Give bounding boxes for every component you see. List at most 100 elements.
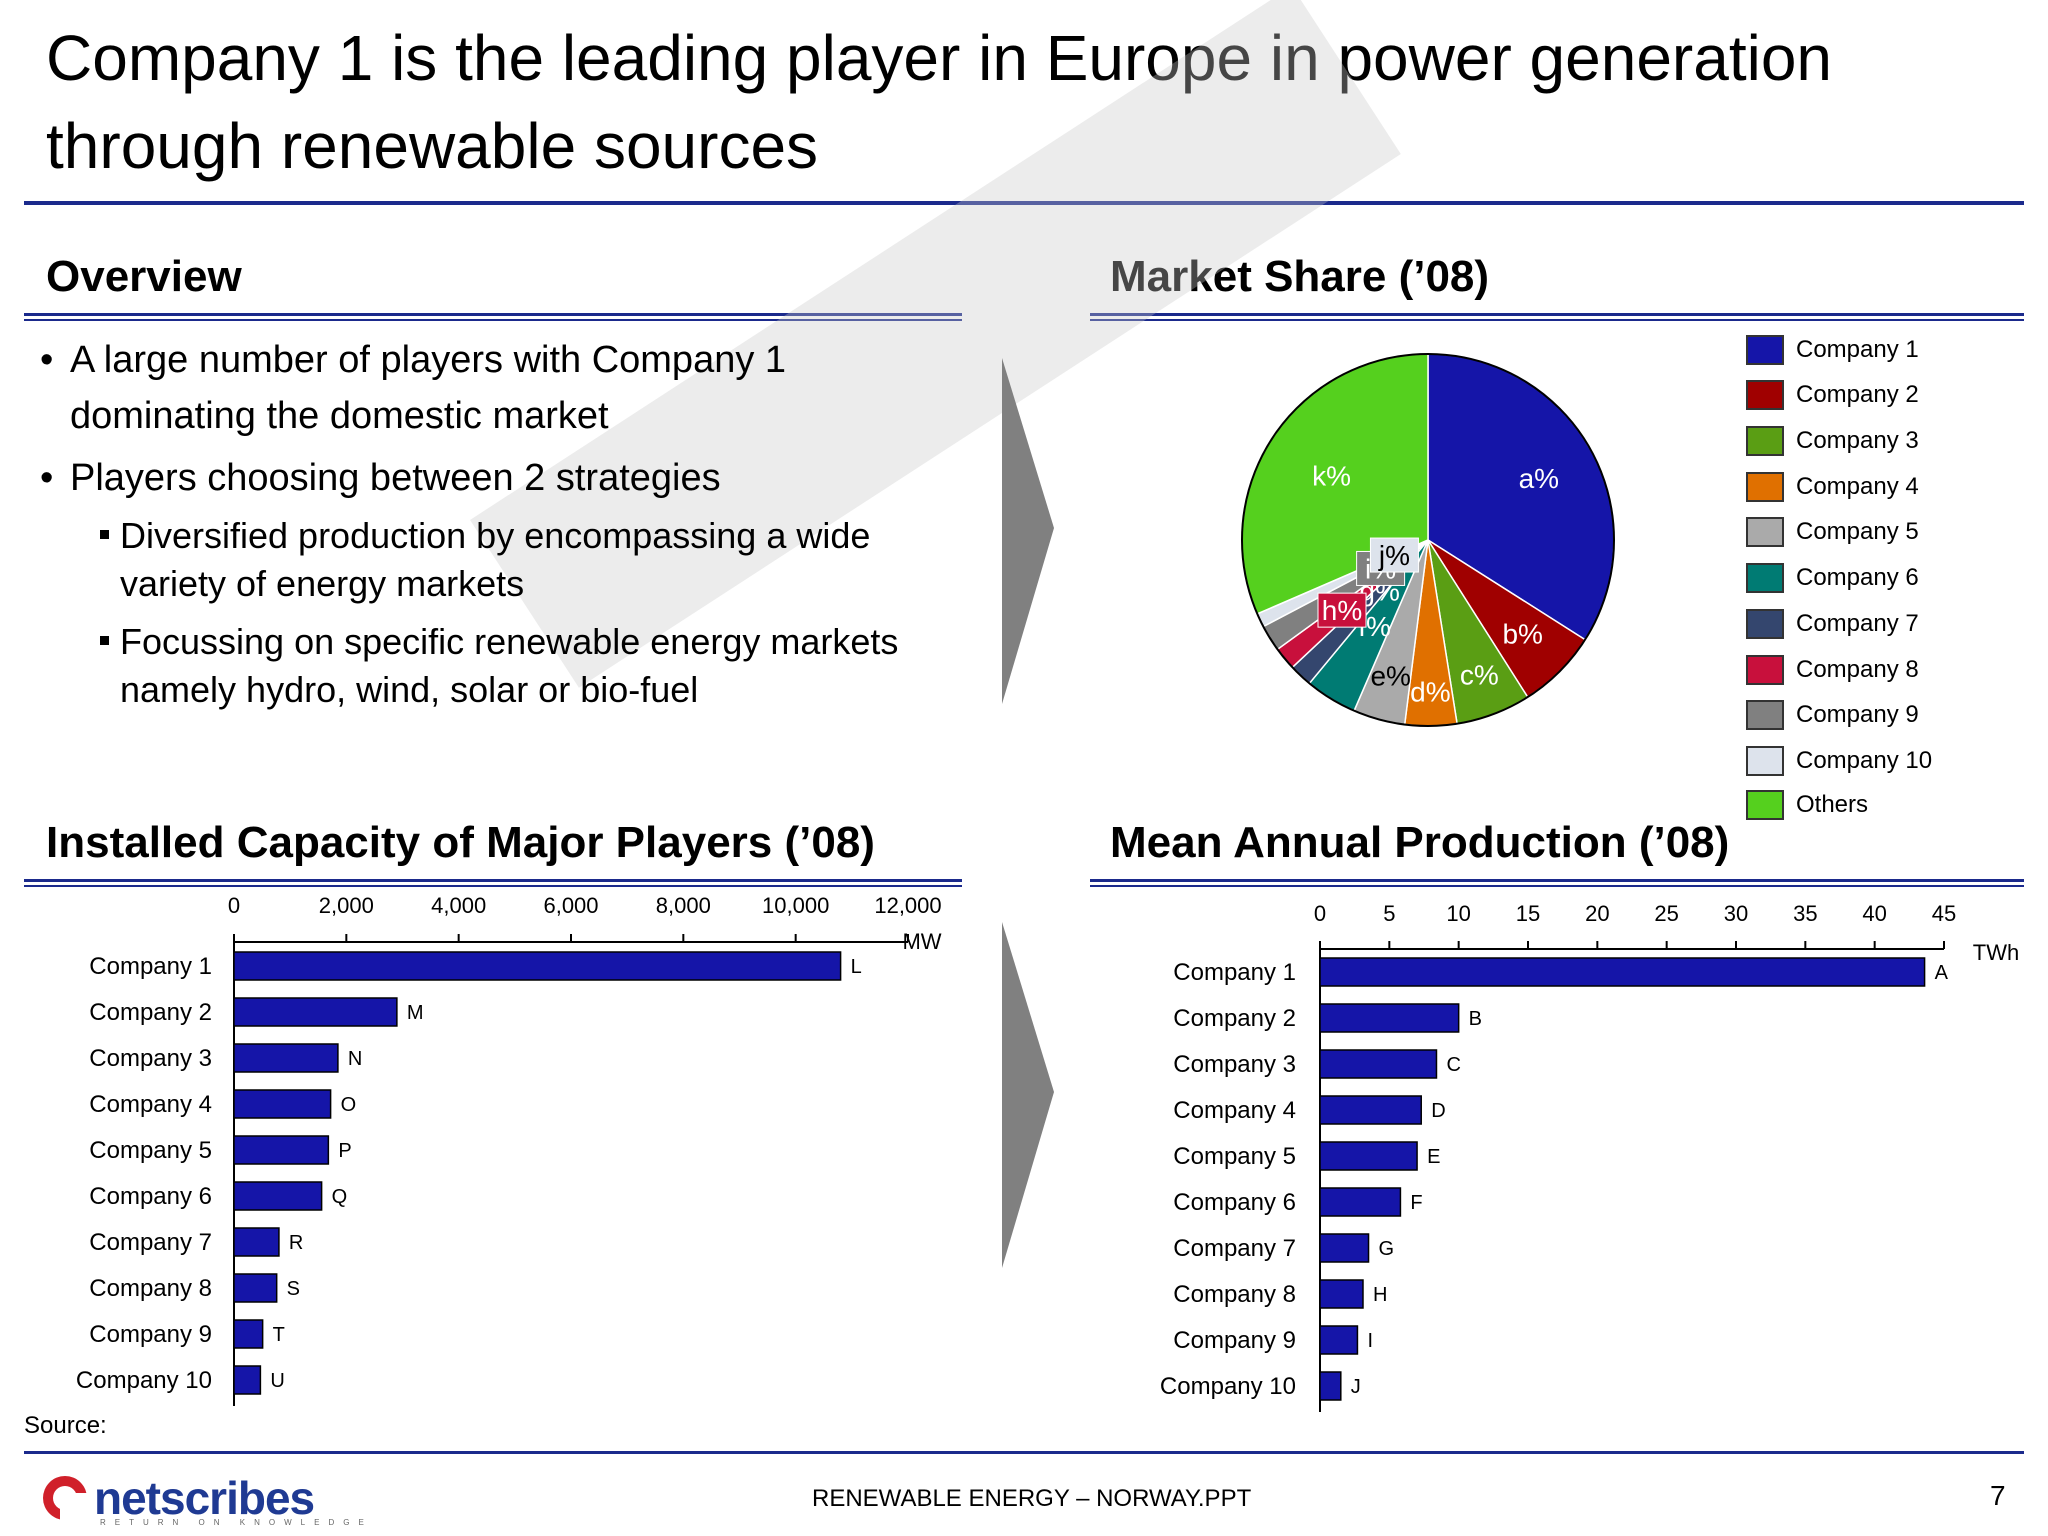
bar-data-label: G: [1379, 1238, 1395, 1260]
pie-label-box: [1369, 537, 1419, 573]
source-label: Source:: [24, 1412, 107, 1439]
legend-label: Company 8: [1796, 656, 1919, 683]
bar-data-label: L: [851, 956, 862, 978]
category-label: Company 8: [1173, 1281, 1296, 1308]
legend-swatch: [1746, 655, 1784, 685]
netscribes-logo: netscribes RETURN ON KNOWLEDGE: [40, 1470, 364, 1527]
overview-sub-bullet: Diversified production by encompassing a…: [36, 512, 956, 608]
x-tick-label: 30: [1724, 901, 1748, 926]
bar: [1319, 1187, 1402, 1217]
bar-data-label: N: [348, 1048, 362, 1070]
arrow-right-icon: [1002, 922, 1054, 1268]
category-label: Company 7: [1173, 1235, 1296, 1262]
x-tick-label: 40: [1862, 901, 1886, 926]
bar: [1319, 1325, 1359, 1355]
legend-item: Company 8: [1746, 652, 1919, 688]
category-label: Company 1: [89, 953, 212, 980]
logo-text: netscribes: [94, 1472, 315, 1524]
bar: [233, 1135, 330, 1165]
pie-slice-label: h%: [1322, 595, 1362, 626]
bar: [233, 1089, 332, 1119]
legend-item: Company 9: [1746, 697, 1919, 733]
bar-data-label: O: [341, 1094, 357, 1116]
legend-swatch: [1746, 700, 1784, 730]
legend-label: Company 6: [1796, 564, 1919, 591]
x-tick-label: 4,000: [431, 893, 486, 918]
overview-heading: Overview: [46, 252, 242, 301]
bullet-square: [100, 530, 109, 539]
legend-swatch: [1746, 746, 1784, 776]
overview-bullet-text: A large number of players with Company 1…: [70, 339, 787, 437]
overview-body: • A large number of players with Company…: [36, 332, 956, 724]
x-tick-label: 2,000: [319, 893, 374, 918]
bar-data-label: B: [1469, 1008, 1482, 1030]
bar: [1319, 1141, 1418, 1171]
legend-item: Company 5: [1746, 514, 1919, 550]
legend-swatch: [1746, 426, 1784, 456]
bar: [1319, 1095, 1422, 1125]
bar-data-label: F: [1410, 1192, 1422, 1214]
bar: [233, 997, 398, 1027]
production-bar-chart: 0 5 10 15 20 25 30 35 40 45 TWh Company 1 A Company 2…: [1160, 901, 2019, 1412]
bar: [233, 1365, 262, 1395]
legend-label: Company 9: [1796, 701, 1919, 728]
legend-item: Company 10: [1746, 743, 1932, 779]
capacity-bar-chart: 0 2,000 4,000 6,000 8,000 10,000 12,000 MW Compa…: [76, 893, 942, 1406]
bar-data-label: P: [338, 1140, 351, 1162]
bullet-dot: •: [40, 457, 54, 499]
category-label: Company 6: [89, 1183, 212, 1210]
bullet-dot: •: [40, 339, 54, 381]
bar: [1319, 1003, 1460, 1033]
x-tick-label: 20: [1585, 901, 1609, 926]
category-label: Company 10: [1160, 1373, 1296, 1400]
page-title: Company 1 is the leading player in Europ…: [46, 22, 1832, 182]
bar-data-label: M: [407, 1002, 424, 1024]
legend-label: Others: [1796, 791, 1869, 818]
legend-item: Company 4: [1746, 469, 1919, 505]
overview-sub-bullet-text: Focussing on specific renewable energy m…: [120, 621, 899, 710]
x-axis-unit: MW: [902, 929, 941, 954]
legend-swatch: [1746, 335, 1784, 365]
category-label: Company 4: [89, 1091, 212, 1118]
bar-data-label: J: [1351, 1376, 1361, 1398]
pie-slice-label: e%: [1370, 660, 1410, 691]
bar: [1319, 957, 1926, 987]
legend-label: Company 5: [1796, 518, 1919, 545]
footer-filename: RENEWABLE ENERGY – NORWAY.PPT: [812, 1485, 1252, 1512]
pie-slice-label: j%: [1378, 540, 1410, 571]
legend-label: Company 2: [1796, 381, 1919, 408]
legend-item: Company 2: [1746, 377, 1919, 413]
category-label: Company 2: [89, 999, 212, 1026]
overview-bullet: • A large number of players with Company…: [36, 332, 956, 444]
category-label: Company 9: [89, 1321, 212, 1348]
legend-swatch: [1746, 563, 1784, 593]
x-tick-label: 12,000: [874, 893, 941, 918]
legend-label: Company 10: [1796, 747, 1933, 774]
category-label: Company 5: [89, 1137, 212, 1164]
legend-swatch: [1746, 609, 1784, 639]
capacity-heading: Installed Capacity of Major Players (’08…: [46, 818, 875, 867]
logo-tagline: RETURN ON KNOWLEDGE: [100, 1518, 373, 1527]
pie-slice-label: b%: [1502, 619, 1542, 650]
overview-bullet: • Players choosing between 2 strategies: [36, 450, 956, 506]
bar-data-label: C: [1446, 1054, 1460, 1076]
title-underline: [24, 201, 2024, 205]
pie-outline: [1241, 353, 1615, 727]
legend-label: Company 1: [1796, 336, 1919, 363]
bar-data-label: E: [1427, 1146, 1440, 1168]
bar: [1319, 1233, 1370, 1263]
bar-data-label: U: [270, 1370, 284, 1392]
market-share-pie-chart: a%b%c%d%e%f%g%h%i%j%k%: [1241, 353, 1615, 727]
capacity-rule: [24, 879, 962, 887]
footer-rule: [24, 1451, 2024, 1454]
legend-item: Company 6: [1746, 560, 1919, 596]
legend-swatch: [1746, 472, 1784, 502]
x-tick-label: 10,000: [762, 893, 829, 918]
logo-mark-icon: [43, 1476, 90, 1523]
x-tick-label: 10: [1446, 901, 1470, 926]
legend-label: Company 7: [1796, 610, 1919, 637]
bar: [1319, 1279, 1364, 1309]
pie-slice-label: d%: [1410, 677, 1450, 708]
production-heading: Mean Annual Production (’08): [1110, 818, 1730, 867]
legend-swatch: [1746, 517, 1784, 547]
